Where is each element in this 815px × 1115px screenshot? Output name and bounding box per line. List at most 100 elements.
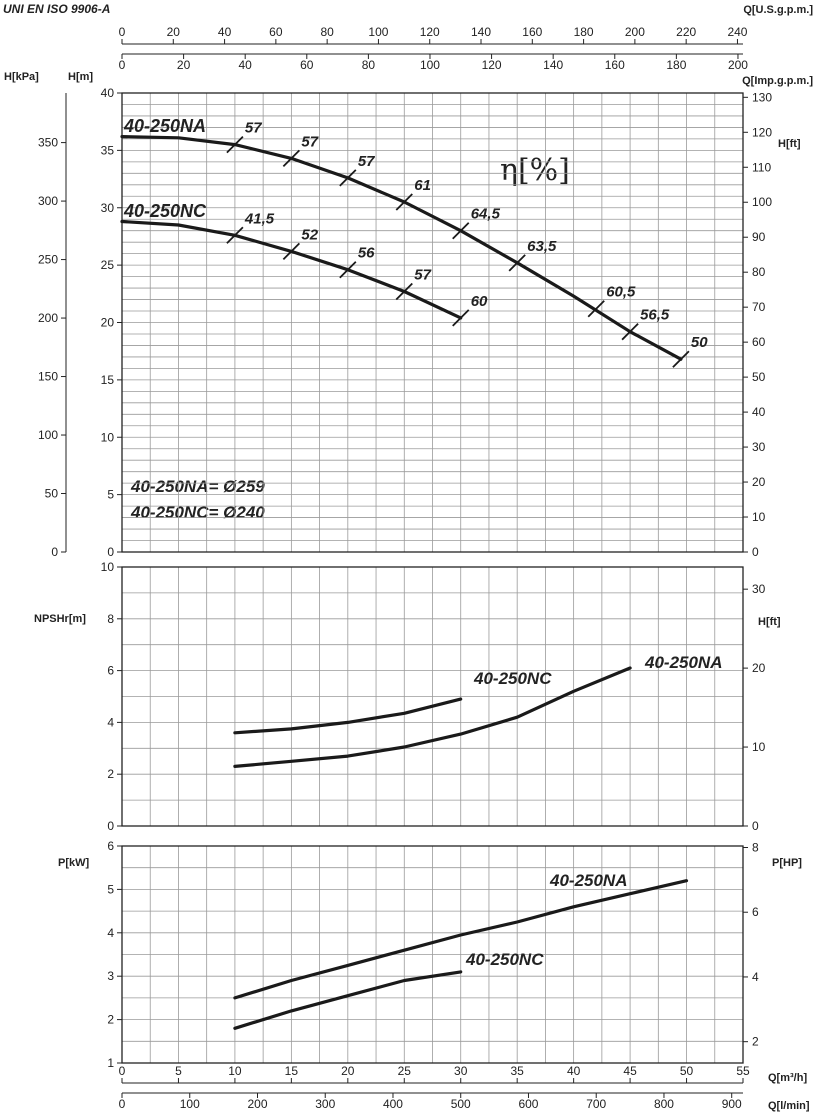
efficiency-label: 63,5 [527, 238, 557, 255]
power-40-250NA-curve [233, 879, 689, 1000]
head-y-tick-label: 25 [101, 258, 115, 272]
usgpm-tick-label: 0 [119, 25, 126, 39]
impgpm-unit-label: Q[Imp.g.p.m.] [742, 75, 813, 87]
usgpm-tick-label: 140 [471, 25, 491, 39]
usgpm-tick-label: 240 [727, 25, 747, 39]
ft-tick-label: 90 [752, 230, 766, 244]
usgpm-unit-label: Q[U.S.g.p.m.] [743, 4, 813, 16]
lmin-tick-label: 100 [180, 1097, 200, 1111]
efficiency-mark [452, 309, 470, 327]
usgpm-tick-label: 200 [625, 25, 645, 39]
npsh-nc-label: 40-250NC [473, 669, 552, 688]
ft-tick-label: 110 [752, 160, 771, 174]
npsh-y-tick-label: 4 [107, 715, 114, 729]
ft-tick-label: 100 [752, 195, 772, 209]
head-y-tick-label: 15 [101, 373, 115, 387]
ft-tick-label: 40 [752, 405, 766, 419]
m3h-tick-label: 45 [623, 1064, 637, 1078]
kpa-tick-label: 50 [45, 487, 59, 501]
usgpm-tick-label: 60 [269, 25, 283, 39]
hft-unit-label: H[ft] [778, 138, 801, 150]
npsh-ft-unit-label: H[ft] [758, 616, 781, 628]
eta-label: η[%] [500, 153, 570, 188]
head-y-tick-label: 40 [101, 86, 115, 100]
power-na-label: 40-250NA [549, 871, 628, 890]
pkw-unit-label: P[kW] [58, 857, 90, 869]
m3h-tick-label: 40 [567, 1064, 581, 1078]
hp-tick-label: 2 [752, 1035, 759, 1049]
npsh-unit-label: NPSHr[m] [34, 613, 86, 625]
efficiency-label: 57 [301, 133, 318, 150]
power-y-tick-label: 1 [107, 1056, 114, 1070]
efficiency-mark [282, 242, 301, 260]
hp-tick-label: 8 [752, 840, 759, 854]
efficiency-mark [508, 254, 526, 272]
head-y-tick-label: 0 [107, 545, 114, 559]
efficiency-label: 50 [691, 334, 708, 351]
npsh-y-tick-label: 6 [107, 664, 114, 678]
ft-tick-label: 30 [752, 440, 766, 454]
kpa-tick-label: 300 [38, 194, 58, 208]
efficiency-label: 57 [245, 120, 262, 137]
efficiency-mark [226, 136, 244, 154]
power-panel-frame [121, 845, 744, 1064]
m3h-unit-label: Q[m³/h] [768, 1072, 807, 1084]
impgpm-tick-label: 100 [420, 58, 440, 72]
npsh-y-tick-label: 8 [107, 612, 114, 626]
head-40-250NA-curve [120, 135, 683, 361]
ft-tick-label: 10 [752, 510, 766, 524]
efficiency-label: 56 [358, 245, 375, 262]
impgpm-tick-label: 180 [666, 58, 686, 72]
curves-layer: 57 57 57 61 64,5 63,5 60,556,5 50 41,5 52 56 57 60 40… [120, 116, 723, 1030]
m3h-tick-label: 0 [119, 1064, 126, 1078]
usgpm-tick-label: 220 [676, 25, 696, 39]
head-y-tick-label: 20 [101, 316, 115, 330]
impgpm-tick-label: 120 [482, 58, 502, 72]
lmin-tick-label: 600 [518, 1097, 538, 1111]
head-na-label: 40-250NA [123, 116, 206, 136]
usgpm-tick-label: 80 [320, 25, 334, 39]
efficiency-label: 57 [414, 267, 431, 284]
m3h-tick-label: 30 [454, 1064, 468, 1078]
ft-tick-label: 0 [752, 545, 759, 559]
npsh-y-tick-label: 0 [107, 819, 114, 833]
impgpm-tick-label: 160 [605, 58, 625, 72]
npsh-40-250NC-curve [233, 697, 463, 735]
lmin-tick-label: 400 [383, 1097, 403, 1111]
efficiency-label: 61 [414, 177, 431, 194]
lmin-tick-label: 900 [722, 1097, 742, 1111]
hp-tick-label: 6 [752, 905, 759, 919]
efficiency-mark [282, 149, 301, 168]
efficiency-label: 60,5 [606, 284, 636, 301]
lmin-tick-label: 300 [315, 1097, 335, 1111]
impgpm-tick-label: 20 [177, 58, 191, 72]
head-y-tick-label: 35 [101, 143, 115, 157]
efficiency-mark [452, 222, 470, 240]
npsh-ft-tick-label: 10 [752, 740, 766, 754]
ft-tick-label: 80 [752, 265, 766, 279]
ft-tick-label: 20 [752, 475, 766, 489]
impgpm-tick-label: 80 [362, 58, 376, 72]
power-nc-label: 40-250NC [465, 950, 544, 969]
power-40-250NC-curve [233, 970, 463, 1030]
npsh-na-label: 40-250NA [644, 653, 723, 672]
m3h-tick-label: 55 [736, 1064, 750, 1078]
power-y-tick-label: 3 [107, 969, 114, 983]
npsh-y-tick-label: 2 [107, 767, 114, 781]
lmin-tick-label: 500 [451, 1097, 471, 1111]
efficiency-label: 64,5 [471, 206, 501, 223]
kpa-tick-label: 350 [38, 136, 58, 150]
power-y-tick-label: 2 [107, 1013, 114, 1027]
hp-tick-label: 4 [752, 970, 759, 984]
usgpm-tick-label: 120 [420, 25, 440, 39]
usgpm-tick-label: 100 [368, 25, 388, 39]
head-y-tick-label: 5 [107, 488, 114, 502]
efficiency-mark [672, 350, 690, 368]
impgpm-tick-label: 200 [728, 58, 748, 72]
npsh-ft-tick-label: 20 [752, 661, 766, 675]
efficiency-label: 52 [301, 226, 318, 243]
efficiency-mark [226, 226, 244, 244]
usgpm-tick-label: 180 [574, 25, 594, 39]
kpa-unit-label: H[kPa] [4, 71, 39, 83]
m3h-tick-label: 20 [341, 1064, 355, 1078]
